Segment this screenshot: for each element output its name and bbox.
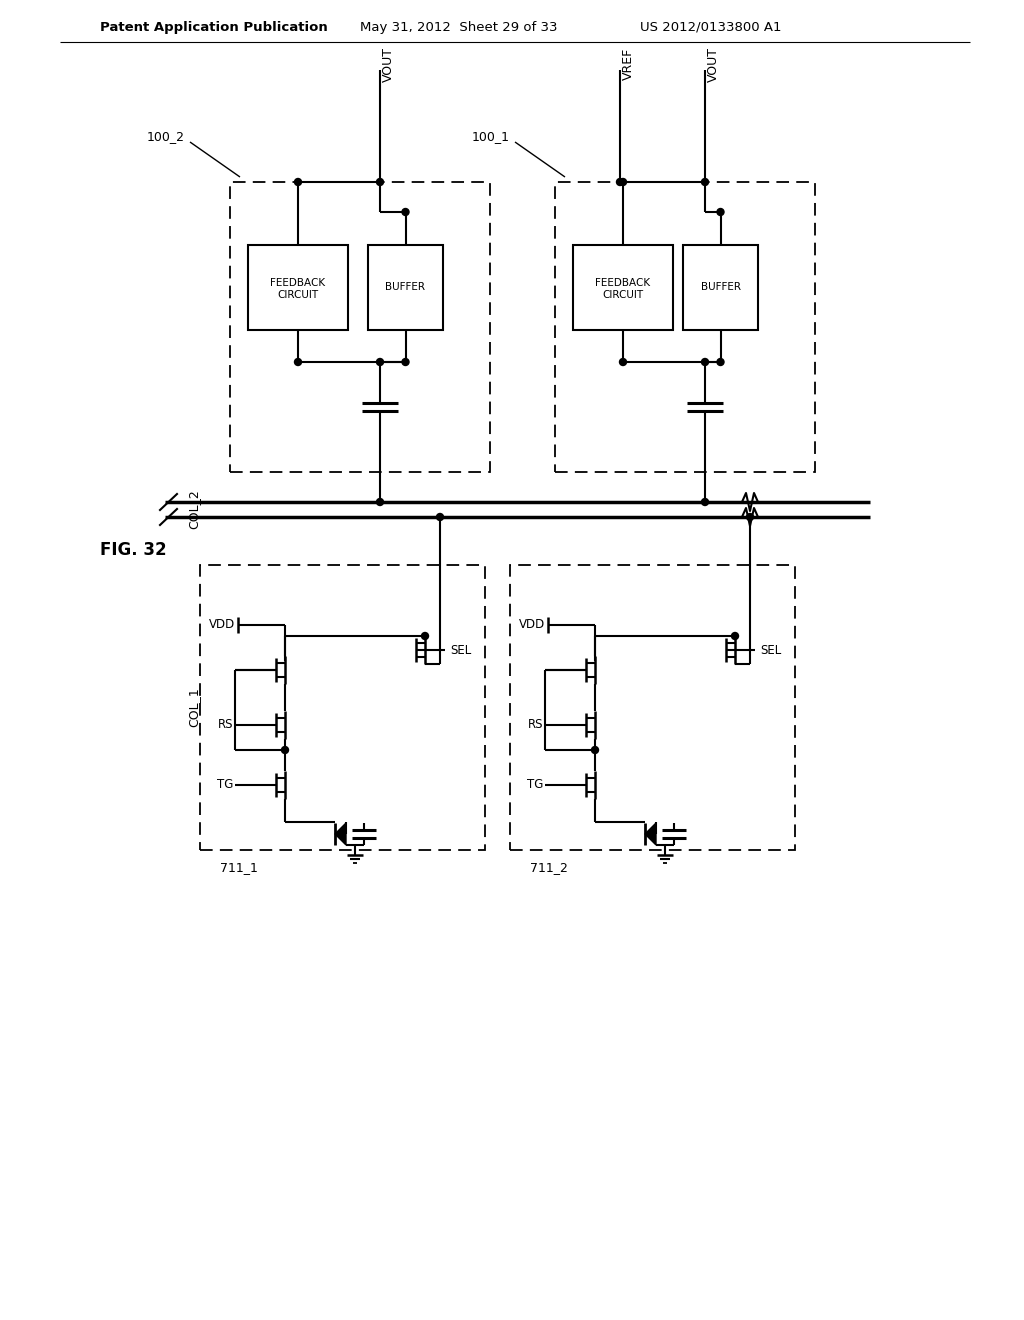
Text: BUFFER: BUFFER bbox=[385, 282, 426, 293]
Circle shape bbox=[422, 632, 428, 639]
Text: BUFFER: BUFFER bbox=[700, 282, 740, 293]
Text: FEEDBACK: FEEDBACK bbox=[270, 277, 326, 288]
Text: CIRCUIT: CIRCUIT bbox=[602, 290, 643, 301]
Text: COL_2: COL_2 bbox=[187, 490, 200, 529]
Circle shape bbox=[620, 359, 627, 366]
Circle shape bbox=[295, 359, 301, 366]
Circle shape bbox=[436, 513, 443, 520]
Circle shape bbox=[402, 359, 409, 366]
Bar bbox=[230, 182, 490, 473]
Text: SEL: SEL bbox=[450, 644, 471, 656]
Text: Patent Application Publication: Patent Application Publication bbox=[100, 21, 328, 33]
Circle shape bbox=[616, 178, 624, 186]
Bar bbox=[368, 246, 443, 330]
Text: 711_2: 711_2 bbox=[530, 862, 568, 874]
Circle shape bbox=[377, 178, 384, 186]
Text: 100_1: 100_1 bbox=[472, 131, 510, 144]
Text: FEEDBACK: FEEDBACK bbox=[595, 277, 650, 288]
Text: 711_1: 711_1 bbox=[220, 862, 258, 874]
Circle shape bbox=[701, 499, 709, 506]
Text: VOUT: VOUT bbox=[707, 46, 720, 82]
Text: VOUT: VOUT bbox=[382, 46, 395, 82]
Circle shape bbox=[746, 513, 754, 520]
Circle shape bbox=[295, 178, 301, 186]
Text: CIRCUIT: CIRCUIT bbox=[278, 290, 318, 301]
Circle shape bbox=[717, 209, 724, 215]
Text: FIG. 32: FIG. 32 bbox=[100, 541, 167, 558]
Text: VDD: VDD bbox=[519, 619, 545, 631]
Circle shape bbox=[377, 359, 384, 366]
Text: TG: TG bbox=[217, 779, 233, 792]
Text: 100_2: 100_2 bbox=[147, 131, 185, 144]
Bar bbox=[683, 246, 758, 330]
Text: US 2012/0133800 A1: US 2012/0133800 A1 bbox=[640, 21, 781, 33]
Circle shape bbox=[620, 178, 627, 186]
Circle shape bbox=[717, 359, 724, 366]
Circle shape bbox=[282, 747, 289, 754]
Circle shape bbox=[402, 209, 409, 215]
Circle shape bbox=[701, 178, 709, 186]
Text: TG: TG bbox=[526, 779, 543, 792]
Text: COL_1: COL_1 bbox=[187, 688, 200, 727]
Circle shape bbox=[592, 747, 598, 754]
Bar bbox=[573, 246, 673, 330]
Circle shape bbox=[731, 632, 738, 639]
Polygon shape bbox=[645, 822, 656, 845]
Text: May 31, 2012  Sheet 29 of 33: May 31, 2012 Sheet 29 of 33 bbox=[360, 21, 557, 33]
Text: VDD: VDD bbox=[209, 619, 234, 631]
Text: VREF: VREF bbox=[622, 48, 635, 81]
Bar bbox=[555, 182, 815, 473]
Circle shape bbox=[377, 499, 384, 506]
Bar bbox=[200, 565, 485, 850]
Text: RS: RS bbox=[217, 718, 233, 731]
Bar bbox=[248, 246, 348, 330]
Text: RS: RS bbox=[527, 718, 543, 731]
Bar bbox=[510, 565, 795, 850]
Polygon shape bbox=[335, 822, 346, 845]
Circle shape bbox=[701, 359, 709, 366]
Text: SEL: SEL bbox=[760, 644, 781, 656]
